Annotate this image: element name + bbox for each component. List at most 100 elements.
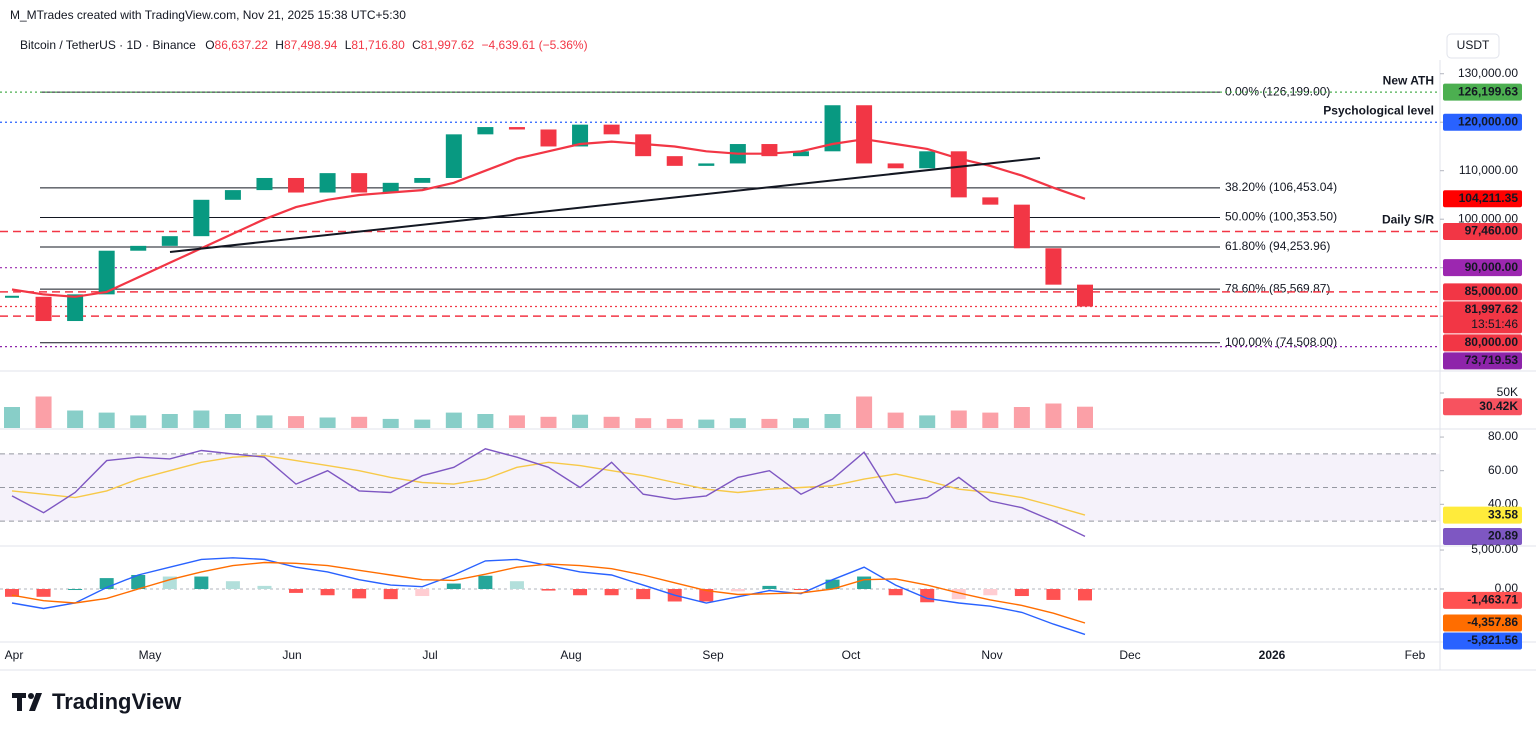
x-tick-label: 2026 xyxy=(1259,648,1286,662)
fib-label: 0.00% (126,199.00) xyxy=(1225,84,1330,98)
x-tick-label: Jun xyxy=(282,648,301,662)
price-label-box xyxy=(1443,223,1522,241)
fib-label: 78.60% (85,569.87) xyxy=(1225,281,1330,295)
candle xyxy=(1013,204,1030,249)
logo-shape xyxy=(17,693,22,711)
macd-histogram-bar xyxy=(194,576,209,590)
candle xyxy=(508,127,525,130)
x-tick-label: May xyxy=(139,648,162,662)
volume-bar xyxy=(887,412,904,428)
candle xyxy=(1077,284,1093,307)
macd-histogram-bar xyxy=(36,589,51,597)
candle xyxy=(224,190,241,200)
macd-histogram-bar xyxy=(825,579,840,590)
candle xyxy=(351,173,368,193)
volume-bar xyxy=(856,396,873,428)
volume-bar xyxy=(950,410,967,428)
brand-logo xyxy=(12,693,42,711)
price-label: -5,821.56 xyxy=(1467,633,1518,647)
volume-bar xyxy=(161,414,178,428)
candle xyxy=(98,250,115,295)
y-tick-label: 100,000.00 xyxy=(1458,211,1518,225)
price-label-box xyxy=(1443,614,1522,632)
price-label: 73,719.53 xyxy=(1465,353,1519,367)
price-label: 97,460.00 xyxy=(1465,224,1519,238)
price-label: 33.58 xyxy=(1488,507,1518,521)
price-label-box xyxy=(1443,506,1522,524)
price-label-box xyxy=(1443,190,1522,208)
candle xyxy=(635,134,652,157)
ohlc-key: C xyxy=(412,38,421,52)
price-label: -1,463.71 xyxy=(1467,593,1518,607)
price-label-box xyxy=(1443,283,1522,301)
candle xyxy=(919,151,936,169)
ohlc-value: 81,716.80 xyxy=(351,38,405,52)
x-tick-label: Apr xyxy=(5,648,24,662)
ohlc-key: H xyxy=(275,38,284,52)
countdown: 13:51:46 xyxy=(1471,317,1518,331)
price-label: 120,000.00 xyxy=(1458,114,1518,128)
macd-histogram-bar xyxy=(857,576,872,590)
currency[interactable]: USDT xyxy=(1457,38,1490,52)
macd-histogram-bar xyxy=(983,589,998,596)
volume-bar xyxy=(572,414,589,428)
price-label: 126,199.63 xyxy=(1458,84,1518,98)
ohlc-value: 87,498.94 xyxy=(284,38,338,52)
plot-area: 0.00% (126,199.00) 38.20% (106,453.04) 50.… xyxy=(0,73,1440,636)
price-label: 20.89 xyxy=(1488,529,1518,543)
change: −4,639.61 (−5.36%) xyxy=(482,38,588,52)
x-tick-label: Feb xyxy=(1405,648,1426,662)
volume-bar xyxy=(98,412,115,428)
candle xyxy=(950,151,967,198)
candle xyxy=(666,156,683,166)
price-label: 90,000.00 xyxy=(1465,260,1519,274)
level-note: New ATH xyxy=(1383,73,1434,87)
price-label-box xyxy=(1443,259,1522,277)
macd-histogram-bar xyxy=(446,583,461,590)
volume-bar xyxy=(698,419,715,428)
y-tick-label: 0.00 xyxy=(1495,581,1519,595)
x-tick-label: Jul xyxy=(422,648,437,662)
candle xyxy=(382,182,399,193)
volume-bar xyxy=(540,416,557,428)
volume-bar xyxy=(603,416,620,428)
y-tick-label: 80.00 xyxy=(1488,429,1518,443)
macd-histogram-bar xyxy=(573,589,588,596)
fib-label: 100.00% (74,508.00) xyxy=(1225,335,1337,349)
legend-row: Bitcoin / TetherUS · 1D · Binance O86,63… xyxy=(20,38,588,52)
volume-bar xyxy=(130,415,147,428)
candle xyxy=(256,177,273,191)
price-label-box xyxy=(1443,83,1522,101)
price-label-box xyxy=(1443,632,1522,650)
macd-histogram-bar xyxy=(1014,589,1029,597)
axes: Apr May Jun Jul Aug Sep Oct Nov Dec 2026 Feb 130,00… xyxy=(5,66,1522,662)
y-tick-label: 60.00 xyxy=(1488,463,1518,477)
candle xyxy=(572,124,589,147)
candle xyxy=(288,177,305,193)
volume-bar xyxy=(635,418,652,428)
volume-bar xyxy=(761,418,778,428)
price-label: 104,211.35 xyxy=(1459,191,1519,205)
level-note: Daily S/R xyxy=(1382,213,1434,227)
volume-bar xyxy=(508,415,525,428)
macd-histogram-bar xyxy=(162,576,177,590)
volume-bar xyxy=(351,416,368,428)
candle xyxy=(67,294,84,322)
currency-button[interactable] xyxy=(1446,33,1500,59)
ohlc-value: 86,637.22 xyxy=(215,38,269,52)
macd-histogram-bar xyxy=(509,581,524,590)
candle xyxy=(603,124,620,135)
price-label-box xyxy=(1443,113,1522,131)
price-label: 81,997.62 xyxy=(1465,302,1519,316)
rsi-line xyxy=(11,454,1086,516)
volume-bar xyxy=(4,407,20,428)
volume-bar xyxy=(35,396,52,428)
candle xyxy=(698,163,715,166)
macd-histogram-bar xyxy=(762,585,777,590)
volume-bar xyxy=(729,418,746,428)
volume-bar xyxy=(382,418,399,428)
macd-histogram-bar xyxy=(383,589,398,600)
